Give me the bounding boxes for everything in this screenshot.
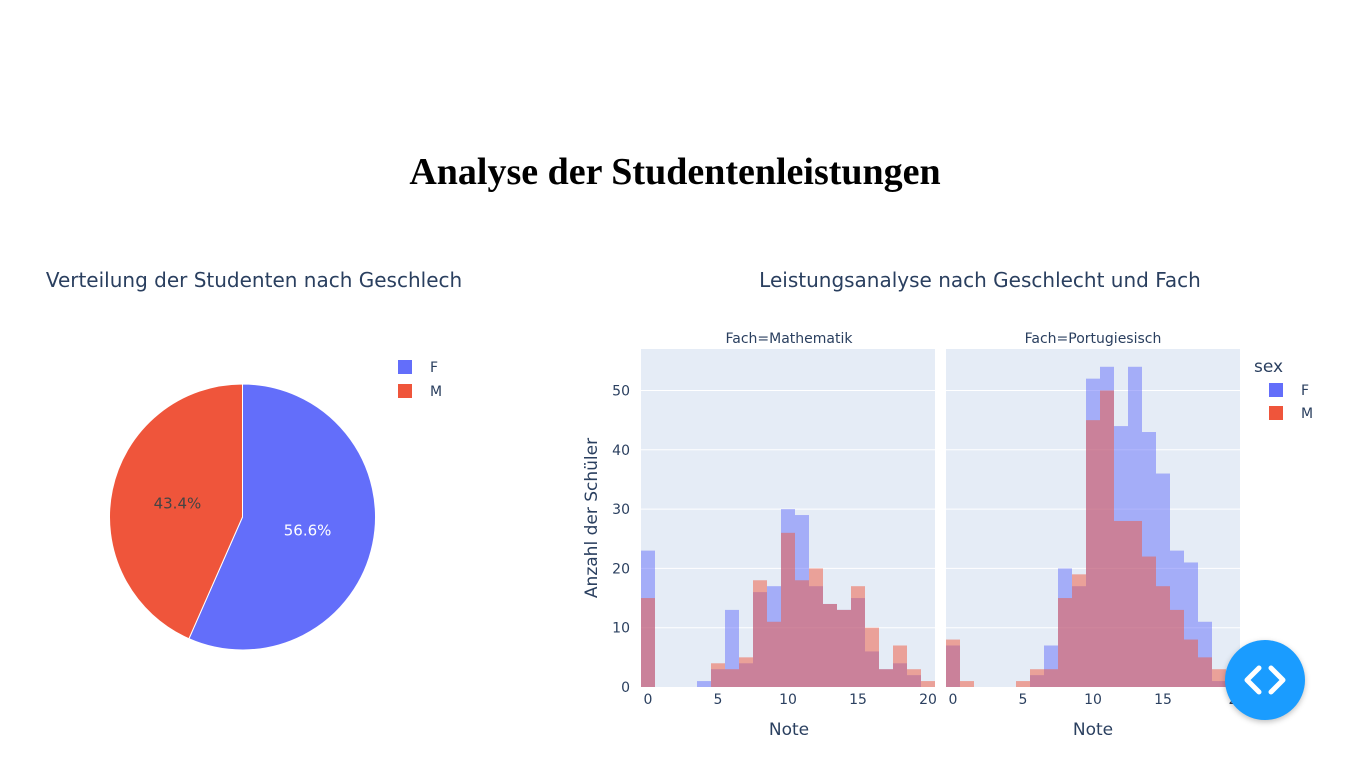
histogram-bar-m <box>1170 609 1184 687</box>
histogram-bar-m <box>1072 574 1086 687</box>
histogram-legend[interactable]: sex FM <box>1254 357 1313 422</box>
histogram-bar-m <box>879 669 893 687</box>
histogram-bar-m <box>1198 657 1212 687</box>
pie-legend[interactable]: FM <box>398 360 442 400</box>
legend-label-f: F <box>430 360 438 376</box>
page-title: Analyse der Studentenleistungen <box>409 151 941 193</box>
histogram-bar-m <box>1114 520 1128 687</box>
histogram-bar-m <box>946 639 960 687</box>
histogram-bar-m <box>739 657 753 687</box>
histogram-bar-f <box>697 681 711 687</box>
legend-label-m: M <box>1301 406 1313 422</box>
x-tick-label-mathematik: 20 <box>919 692 937 708</box>
legend-title: sex <box>1254 357 1283 377</box>
histogram-bar-m <box>1184 639 1198 687</box>
histogram-bar-f <box>725 609 739 687</box>
x-tick-label-mathematik: 5 <box>714 692 723 708</box>
histogram-bar-m <box>921 681 935 687</box>
histogram-bar-m <box>809 568 823 687</box>
panel-label-portugiesisch: Fach=Portugiesisch <box>1025 331 1162 347</box>
histogram-bar-m <box>893 645 907 687</box>
histogram-bar-m <box>1212 669 1226 687</box>
histogram-bar-m <box>1044 669 1058 687</box>
y-tick-label: 50 <box>612 384 630 400</box>
histogram-bar-m <box>865 627 879 687</box>
histogram-bar-m <box>1030 669 1044 687</box>
histogram-chart: Leistungsanalyse nach Geschlecht und Fac… <box>582 268 1313 740</box>
code-toggle-button[interactable] <box>1225 640 1305 720</box>
histogram-bar-m <box>837 609 851 687</box>
pie-slice-f <box>188 383 376 651</box>
histogram-bar-m <box>1100 390 1114 687</box>
histogram-chart-title: Leistungsanalyse nach Geschlecht und Fac… <box>759 268 1201 292</box>
histogram-bar-m <box>641 598 655 687</box>
histogram-bar-m <box>795 580 809 687</box>
pie-slices <box>109 383 376 651</box>
pie-slice-label: 43.4% <box>154 494 202 512</box>
histogram-bars <box>641 366 1240 687</box>
y-tick-label: 20 <box>612 561 630 577</box>
x-tick-label-mathematik: 0 <box>644 692 653 708</box>
histogram-bar-m <box>960 681 974 687</box>
y-tick-label: 0 <box>621 680 630 696</box>
histogram-bar-m <box>1016 681 1030 687</box>
y-tick-label: 30 <box>612 502 630 518</box>
legend-swatch-f <box>398 360 412 374</box>
x-tick-label-portugiesisch: 5 <box>1019 692 1028 708</box>
histogram-bar-m <box>1142 556 1156 687</box>
axis-ticks: 01020304050005510101515202 <box>612 384 1237 708</box>
histogram-bar-m <box>1058 598 1072 687</box>
x-tick-label-portugiesisch: 15 <box>1154 692 1172 708</box>
pie-slice-label: 56.6% <box>284 522 332 540</box>
y-axis-label: Anzahl der Schüler <box>582 438 602 598</box>
y-tick-label: 40 <box>612 443 630 459</box>
legend-swatch-m <box>1269 406 1283 420</box>
panel-label-mathematik: Fach=Mathematik <box>726 331 854 347</box>
x-axis-label-portugiesisch: Note <box>1073 720 1113 740</box>
legend-label-f: F <box>1301 383 1309 399</box>
histogram-bar-m <box>781 532 795 687</box>
histogram-bar-m <box>1128 520 1142 687</box>
histogram-bar-m <box>725 669 739 687</box>
legend-swatch-m <box>398 384 412 398</box>
pie-slice-labels: 56.6% 43.4% <box>154 494 332 539</box>
histogram-bar-m <box>1086 420 1100 687</box>
x-tick-label-portugiesisch: 10 <box>1084 692 1102 708</box>
legend-label-m: M <box>430 384 442 400</box>
histogram-bar-m <box>1156 586 1170 687</box>
x-tick-label-mathematik: 10 <box>779 692 797 708</box>
histogram-bar-m <box>823 603 837 687</box>
legend-swatch-f <box>1269 383 1283 397</box>
x-axis-label-mathematik: Note <box>769 720 809 740</box>
pie-chart-title: Verteilung der Studenten nach Geschlech <box>46 268 462 292</box>
pie-chart: Verteilung der Studenten nach Geschlech … <box>46 268 462 651</box>
x-tick-label-mathematik: 15 <box>849 692 867 708</box>
x-tick-label-portugiesisch: 0 <box>949 692 958 708</box>
y-tick-label: 10 <box>612 621 630 637</box>
pie-slice-m <box>109 383 243 640</box>
code-icon <box>1244 665 1286 695</box>
histogram-bar-m <box>767 621 781 687</box>
histogram-bar-m <box>753 580 767 687</box>
histogram-bar-m <box>851 586 865 687</box>
histogram-bar-m <box>711 663 725 687</box>
histogram-bar-m <box>907 669 921 687</box>
